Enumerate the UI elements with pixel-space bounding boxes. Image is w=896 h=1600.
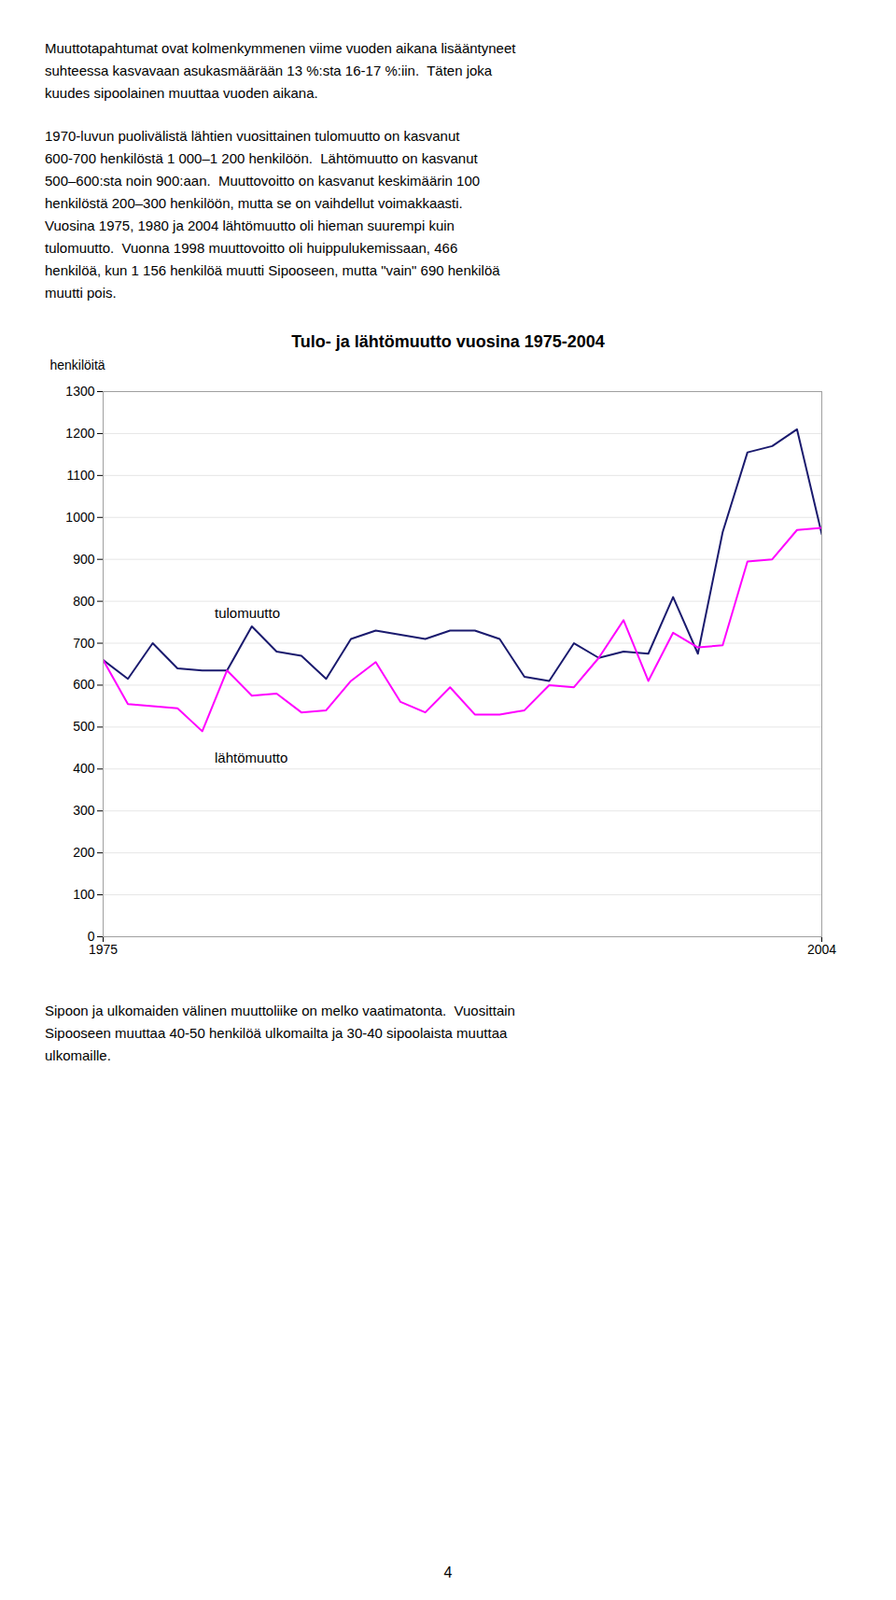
svg-text:600: 600 bbox=[72, 676, 96, 692]
html-text:1970-luvun puolivälistä lähtie: 1970-luvun puolivälistä lähtien vuositta… bbox=[44, 127, 460, 144]
html-text:Muuttotapahtumat ovat kolmenky: Muuttotapahtumat ovat kolmenkymmenen vii… bbox=[44, 40, 516, 56]
svg-text:1000: 1000 bbox=[65, 509, 95, 525]
html-text:henkilöstä 200–300 henkilöön,: henkilöstä 200–300 henkilöön, mutta se o… bbox=[44, 195, 463, 211]
html-text:500–600:sta noin 900:aan. Muut: 500–600:sta noin 900:aan. Muuttovoitto o… bbox=[44, 172, 480, 189]
svg-text:700: 700 bbox=[72, 635, 96, 651]
svg-text:200: 200 bbox=[72, 844, 96, 860]
html-text:Sipooseen muuttaa 40-50 henkil: Sipooseen muuttaa 40-50 henkilöä ulkomai… bbox=[44, 1024, 508, 1041]
html-text:Sipoon ja ulkomaiden välinen m: Sipoon ja ulkomaiden välinen muuttoliike… bbox=[44, 1002, 516, 1019]
svg-text:800: 800 bbox=[72, 593, 96, 609]
html-text:henkilöä, kun 1 156 henkilöä m: henkilöä, kun 1 156 henkilöä muutti Sipo… bbox=[44, 262, 500, 279]
svg-text:lähtömuutto: lähtömuutto bbox=[214, 749, 288, 766]
svg-text:300: 300 bbox=[72, 802, 96, 818]
html-text:ulkomaille.: ulkomaille. bbox=[44, 1047, 111, 1064]
svg-text:henkilöitä: henkilöitä bbox=[50, 357, 106, 373]
svg-text:100: 100 bbox=[72, 886, 96, 902]
svg-text:2004: 2004 bbox=[807, 941, 837, 957]
html-text:suhteessa kasvavaan asukasmäär: suhteessa kasvavaan asukasmäärään 13 %:s… bbox=[44, 62, 493, 79]
html-text:kuudes sipoolainen muuttaa vuo: kuudes sipoolainen muuttaa vuoden aikana… bbox=[44, 84, 318, 101]
html-text:600-700 henkilöstä 1 000–1 200: 600-700 henkilöstä 1 000–1 200 henkilöön… bbox=[44, 150, 478, 167]
svg-text:400: 400 bbox=[72, 760, 96, 776]
svg-text:1200: 1200 bbox=[65, 425, 95, 441]
svg-text:1300: 1300 bbox=[65, 383, 95, 399]
html-text:4: 4 bbox=[443, 1564, 453, 1581]
svg-text:tulomuutto: tulomuutto bbox=[214, 604, 280, 621]
html-text:Vuosina 1975, 1980 ja 2004 läh: Vuosina 1975, 1980 ja 2004 lähtömuutto o… bbox=[44, 217, 455, 234]
svg-text:0: 0 bbox=[87, 928, 95, 944]
html-text:Tulo- ja lähtömuutto vuosina 1: Tulo- ja lähtömuutto vuosina 1975-2004 bbox=[291, 332, 605, 351]
svg-text:900: 900 bbox=[72, 551, 96, 567]
html-text:tulomuutto. Vuonna 1998 muutto: tulomuutto. Vuonna 1998 muuttovoitto oli… bbox=[44, 239, 458, 256]
svg-text:500: 500 bbox=[72, 718, 96, 734]
html-text:muutti pois.: muutti pois. bbox=[44, 284, 117, 301]
svg-text:1100: 1100 bbox=[66, 467, 95, 483]
svg-text:1975: 1975 bbox=[88, 941, 118, 957]
